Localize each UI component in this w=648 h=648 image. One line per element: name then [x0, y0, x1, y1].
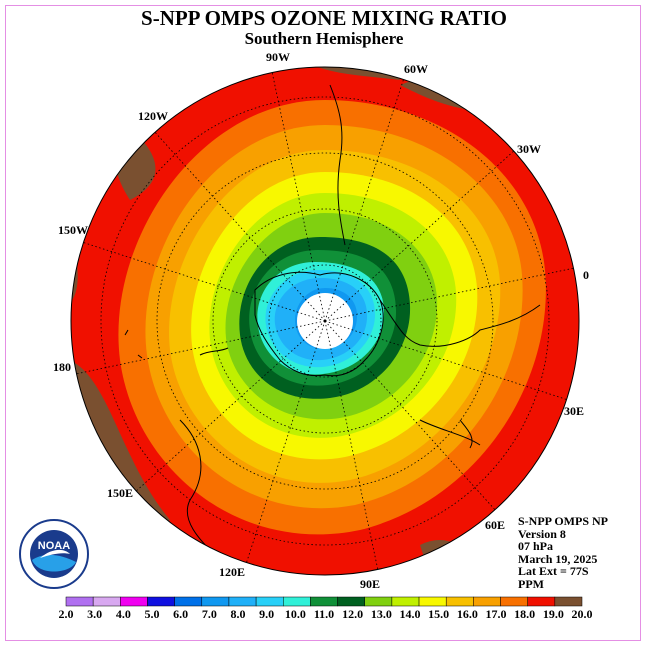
- noaa-logo: NOAA: [19, 519, 89, 589]
- band-20-top: [300, 67, 400, 80]
- lon-label-90e: 90E: [360, 577, 381, 591]
- colorbar-swatch: [120, 596, 148, 607]
- lon-label-30w: 30W: [517, 142, 541, 156]
- colorbar-tick-label: 7.0: [201, 607, 217, 621]
- colorbar-swatch: [500, 596, 528, 607]
- info-instrument: S-NPP OMPS NP: [518, 514, 608, 528]
- map-title: S-NPP OMPS OZONE MIXING RATIO: [141, 6, 507, 30]
- colorbar-tick-label: 14.0: [399, 607, 421, 621]
- product-info: S-NPP OMPS NP Version 8 07 hPa March 19,…: [518, 515, 608, 590]
- colorbar-swatch: [228, 596, 257, 607]
- colorbar-tick-label: 18.0: [514, 607, 536, 621]
- info-date: March 19, 2025: [518, 551, 598, 566]
- ozone-contour-field: [71, 67, 579, 575]
- colorbar-tick-label: 5.0: [144, 607, 160, 621]
- lon-label-60e: 60E: [485, 518, 506, 532]
- colorbar-tick-label: 10.0: [284, 607, 306, 621]
- colorbar-tick-label: 12.0: [342, 607, 364, 621]
- colorbar-swatch: [418, 596, 447, 607]
- colorbar-tick-label: 2.0: [58, 607, 74, 621]
- info-version: Version 8: [518, 526, 566, 541]
- colorbar-tick-label: 15.0: [428, 607, 450, 621]
- lon-label-90w: 90W: [266, 50, 290, 64]
- south-pole-marker: [323, 319, 327, 323]
- lon-label-150w: 150W: [58, 223, 88, 237]
- colorbar-tick-label: 6.0: [173, 607, 189, 621]
- colorbar-tick-label: 16.0: [456, 607, 478, 621]
- colorbar-swatch: [473, 596, 501, 607]
- colorbar-tick-label: 20.0: [571, 607, 593, 621]
- info-pressure: 07 hPa: [518, 539, 554, 553]
- lon-label-60w: 60W: [404, 62, 428, 76]
- svg-text:NOAA: NOAA: [38, 540, 70, 552]
- lon-label-120e: 120E: [219, 565, 246, 579]
- colorbar-tick-label: 9.0: [259, 607, 275, 621]
- colorbar-swatch: [201, 596, 230, 607]
- colorbar: [65, 596, 583, 607]
- info-units: PPM: [518, 576, 544, 591]
- lon-label-30e: 30E: [564, 404, 585, 418]
- colorbar-swatch: [391, 596, 420, 607]
- colorbar-tick-label: 4.0: [115, 607, 131, 621]
- colorbar-swatch: [283, 596, 311, 607]
- colorbar-swatch: [92, 596, 121, 607]
- colorbar-tick-label: 8.0: [230, 607, 246, 621]
- colorbar-swatch: [310, 596, 338, 607]
- colorbar-swatch: [147, 596, 175, 607]
- lon-label-180: 180: [53, 360, 71, 374]
- colorbar-swatch: [65, 596, 94, 607]
- colorbar-swatch: [554, 596, 583, 607]
- lon-label-150e: 150E: [107, 486, 134, 500]
- colorbar-tick-label: 13.0: [370, 607, 392, 621]
- colorbar-tick-label: 3.0: [87, 607, 103, 621]
- figure-frame: [5, 5, 641, 641]
- lon-label-120w: 120W: [138, 109, 168, 123]
- colorbar-swatch: [174, 596, 203, 607]
- colorbar-tick-label: 17.0: [485, 607, 507, 621]
- map-subtitle: Southern Hemisphere: [244, 29, 404, 48]
- colorbar-swatch: [255, 596, 284, 607]
- colorbar-swatch: [527, 596, 556, 607]
- latitude-circles: [100, 96, 550, 546]
- colorbar-swatch: [364, 596, 393, 607]
- colorbar-tick-label: 19.0: [542, 607, 564, 621]
- lon-label-0: 0: [583, 268, 589, 282]
- colorbar-swatch: [445, 596, 474, 607]
- info-lat-ext: Lat Ext = 77S: [518, 564, 589, 578]
- colorbar-swatch: [337, 596, 365, 607]
- colorbar-tick-label: 11.0: [313, 607, 335, 621]
- coastlines: [124, 84, 541, 556]
- map-border: [70, 66, 580, 576]
